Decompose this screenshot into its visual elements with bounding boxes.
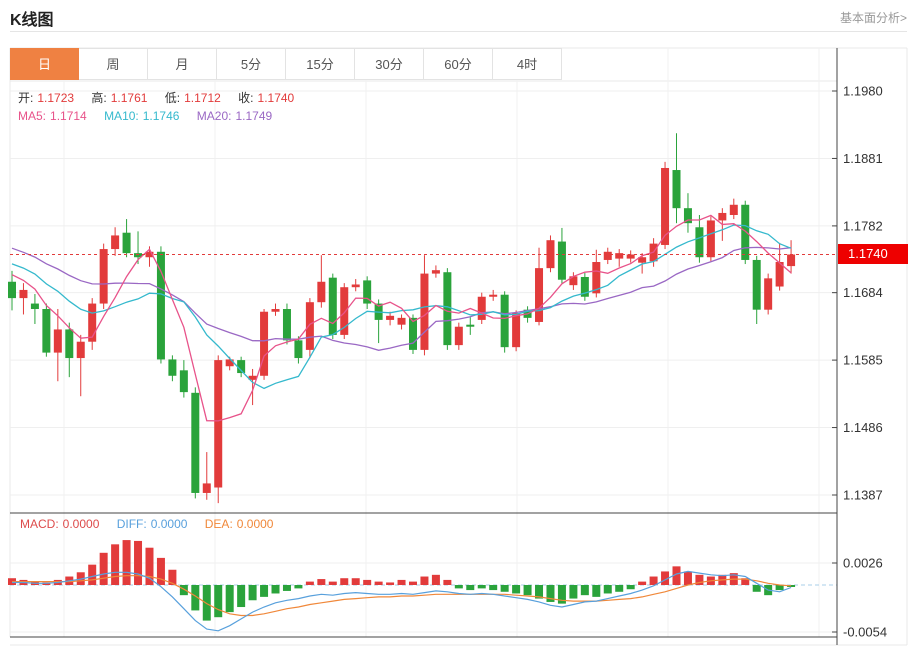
low-label: 低: (164, 91, 181, 105)
open-label: 开: (18, 91, 34, 105)
tab-60min[interactable]: 60分 (424, 48, 493, 80)
svg-text:1.1782: 1.1782 (843, 218, 883, 233)
tab-month[interactable]: 月 (148, 48, 217, 80)
ma5-label: MA5: (18, 109, 47, 123)
svg-text:1.1387: 1.1387 (843, 488, 883, 503)
macd-value: 0.0000 (62, 517, 100, 531)
header-divider (10, 31, 907, 32)
dea-value: 0.0000 (236, 517, 274, 531)
current-price-badge: 1.1740 (838, 244, 908, 264)
dea-label: DEA: (204, 517, 233, 531)
ma-legend: MA5: 1.1714 MA10: 1.1746 MA20: 1.1749 (18, 109, 276, 123)
close-value: 1.1740 (257, 91, 295, 105)
tab-15min[interactable]: 15分 (286, 48, 355, 80)
page-title: K线图 (10, 12, 54, 29)
low-value: 1.1712 (184, 91, 221, 105)
ma5-value: 1.1714 (50, 109, 87, 123)
open-value: 1.1723 (37, 91, 75, 105)
high-label: 高: (91, 91, 107, 105)
ma20-value: 1.1749 (235, 109, 273, 123)
svg-text:0.0026: 0.0026 (843, 556, 883, 571)
ohlc-legend: 开: 1.1723 高: 1.1761 低: 1.1712 收: 1.1740 (18, 89, 298, 106)
macd-label: MACD: (20, 517, 59, 531)
svg-text:1.1684: 1.1684 (843, 285, 883, 300)
period-tabs: 日 周 月 5分 15分 30分 60分 4时 (10, 48, 562, 80)
fundamental-analysis-link[interactable]: 基本面分析> (839, 11, 907, 25)
tab-30min[interactable]: 30分 (355, 48, 424, 80)
close-label: 收: (238, 91, 254, 105)
tab-4hour[interactable]: 4时 (493, 48, 562, 80)
ma10-value: 1.1746 (142, 109, 180, 123)
ma20-label: MA20: (196, 109, 232, 123)
high-value: 1.1761 (110, 91, 148, 105)
tab-day[interactable]: 日 (10, 48, 79, 80)
tab-week[interactable]: 周 (79, 48, 148, 80)
svg-text:1.1980: 1.1980 (843, 84, 883, 99)
macd-legend: MACD: 0.0000 DIFF: 0.0000 DEA: 0.0000 (20, 517, 277, 531)
diff-label: DIFF: (116, 517, 147, 531)
svg-text:-0.0054: -0.0054 (843, 625, 887, 640)
tab-5min[interactable]: 5分 (217, 48, 286, 80)
ma10-label: MA10: (104, 109, 139, 123)
svg-text:1.1585: 1.1585 (843, 353, 883, 368)
svg-text:1.1486: 1.1486 (843, 420, 883, 435)
svg-text:1.1881: 1.1881 (843, 151, 883, 166)
diff-value: 0.0000 (150, 517, 188, 531)
